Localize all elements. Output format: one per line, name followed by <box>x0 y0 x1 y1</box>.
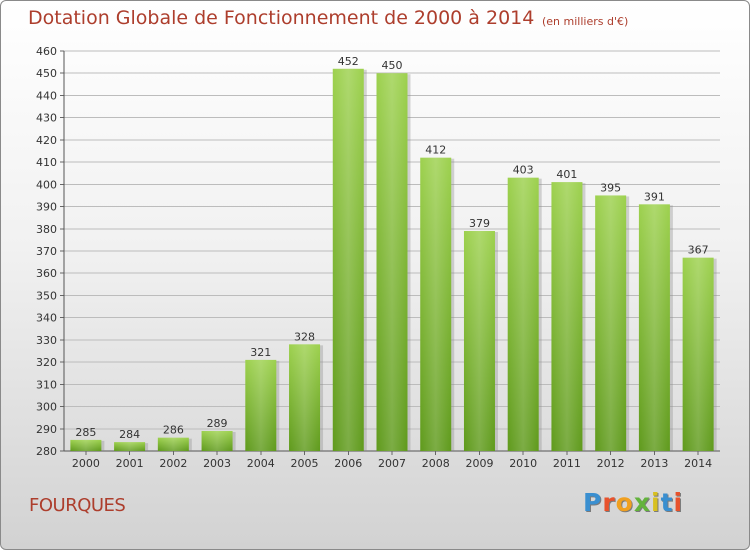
x-tick-label: 2000 <box>72 457 100 470</box>
x-tick-label: 2011 <box>553 457 581 470</box>
y-tick-label: 350 <box>36 289 57 302</box>
y-tick-label: 330 <box>36 334 57 347</box>
logo-letter: x <box>633 488 651 517</box>
logo-letter: r <box>602 488 616 517</box>
y-tick-label: 400 <box>36 178 57 191</box>
bar-layer <box>70 68 717 452</box>
y-tick-label: 320 <box>36 356 57 369</box>
bar-2001 <box>114 442 149 451</box>
value-label: 412 <box>425 144 446 157</box>
bar-highlight <box>420 157 452 451</box>
logo-letter: i <box>651 488 661 517</box>
bar-2010 <box>507 177 542 451</box>
bar-highlight <box>551 182 583 451</box>
y-tick-label: 370 <box>36 245 57 258</box>
value-label: 284 <box>119 428 140 441</box>
x-tick-label: 2001 <box>116 457 144 470</box>
value-label: 285 <box>75 426 96 439</box>
value-label: 321 <box>250 346 271 359</box>
logo-letter: t <box>660 488 674 517</box>
bar-highlight <box>507 177 539 451</box>
bar-2012 <box>595 195 630 451</box>
bar-highlight <box>245 359 277 451</box>
x-tick-label: 2008 <box>422 457 450 470</box>
value-label: 286 <box>163 424 184 437</box>
logo-letter: P <box>583 488 603 517</box>
proxiti-logo[interactable]: Proxiti <box>583 488 683 517</box>
bar-2003 <box>201 431 236 451</box>
bar-2011 <box>551 182 586 451</box>
bar-highlight <box>289 344 321 451</box>
bar-highlight <box>376 73 408 451</box>
bar-highlight <box>595 195 627 451</box>
x-tick-label: 2013 <box>640 457 668 470</box>
bar-highlight <box>114 442 146 451</box>
bar-highlight <box>332 68 364 452</box>
label-layer: 285 2000 284 2001 286 2002 289 2003 321 2004 328 20… <box>72 55 712 470</box>
bar-highlight <box>682 257 714 451</box>
y-tick-label: 420 <box>36 134 57 147</box>
value-label: 379 <box>469 217 490 230</box>
bar-2005 <box>289 344 324 451</box>
y-tick-label: 410 <box>36 156 57 169</box>
bar-2008 <box>420 157 455 451</box>
logo-letter: o <box>615 488 634 517</box>
y-tick-label: 290 <box>36 423 57 436</box>
value-label: 403 <box>513 164 534 177</box>
y-tick-label: 430 <box>36 112 57 125</box>
bar-2007 <box>376 73 411 451</box>
value-label: 328 <box>294 330 315 343</box>
y-tick-label: 310 <box>36 378 57 391</box>
bar-highlight <box>201 431 233 451</box>
y-tick-label: 280 <box>36 445 57 458</box>
bar-2006 <box>332 68 367 452</box>
chart-subtitle: (en milliers d'€) <box>542 15 629 28</box>
bar-2009 <box>463 231 498 451</box>
bar-2000 <box>70 439 105 451</box>
bar-highlight <box>463 231 495 451</box>
value-label: 391 <box>644 190 665 203</box>
bar-highlight <box>70 439 102 451</box>
y-tick-label: 340 <box>36 312 57 325</box>
y-tick-label: 390 <box>36 201 57 214</box>
x-tick-label: 2014 <box>684 457 712 470</box>
bar-highlight <box>157 437 189 451</box>
x-tick-label: 2009 <box>465 457 493 470</box>
x-tick-label: 2007 <box>378 457 406 470</box>
y-tick-label: 450 <box>36 67 57 80</box>
place-name: FOURQUES <box>29 495 126 516</box>
chart-title: Dotation Globale de Fonctionnement de 20… <box>28 7 535 29</box>
value-label: 450 <box>382 59 403 72</box>
x-tick-label: 2010 <box>509 457 537 470</box>
bar-2014 <box>682 257 717 451</box>
value-label: 289 <box>207 417 228 430</box>
y-tick-label: 300 <box>36 401 57 414</box>
x-tick-label: 2012 <box>597 457 625 470</box>
y-tick-label: 380 <box>36 223 57 236</box>
x-tick-label: 2005 <box>291 457 319 470</box>
x-tick-label: 2006 <box>334 457 362 470</box>
y-tick-label: 440 <box>36 89 57 102</box>
x-tick-label: 2004 <box>247 457 275 470</box>
bar-2013 <box>638 204 673 451</box>
logo-letter: i <box>673 488 684 517</box>
value-label: 395 <box>600 181 621 194</box>
x-tick-label: 2002 <box>159 457 187 470</box>
value-label: 367 <box>688 244 709 257</box>
bar-2004 <box>245 359 280 451</box>
y-tick-label: 360 <box>36 267 57 280</box>
x-tick-label: 2003 <box>203 457 231 470</box>
bar-highlight <box>638 204 670 451</box>
value-label: 452 <box>338 55 359 68</box>
y-tick-label: 460 <box>36 45 57 58</box>
value-label: 401 <box>556 168 577 181</box>
bar-2002 <box>157 437 192 451</box>
